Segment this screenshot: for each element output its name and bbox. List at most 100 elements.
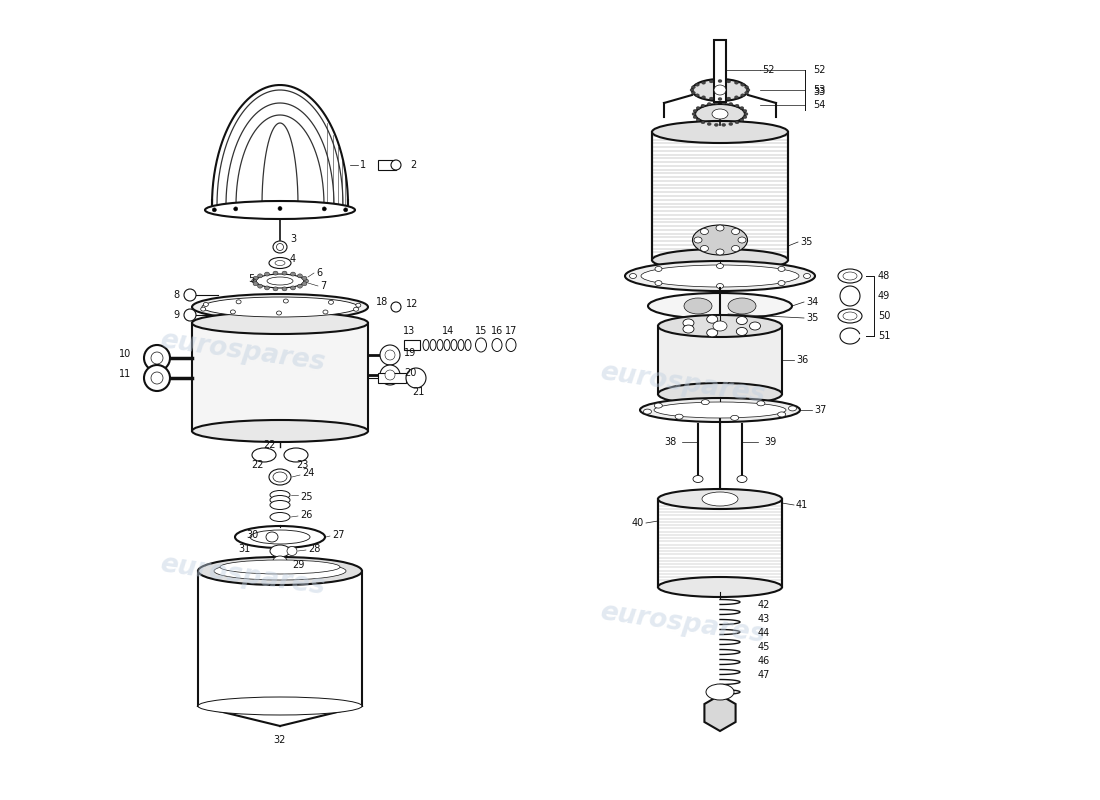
Circle shape (385, 370, 395, 380)
Ellipse shape (204, 302, 208, 306)
Ellipse shape (475, 338, 486, 352)
Circle shape (379, 345, 400, 365)
Text: 30: 30 (246, 530, 258, 540)
Ellipse shape (270, 490, 290, 499)
Ellipse shape (745, 86, 749, 89)
Ellipse shape (444, 339, 450, 350)
Ellipse shape (252, 279, 256, 283)
Ellipse shape (458, 339, 464, 350)
Ellipse shape (738, 237, 746, 243)
Ellipse shape (740, 106, 744, 110)
Text: 8: 8 (173, 290, 179, 300)
Text: 38: 38 (664, 437, 676, 447)
Ellipse shape (658, 577, 782, 597)
Ellipse shape (735, 82, 738, 84)
Ellipse shape (693, 225, 748, 255)
Ellipse shape (757, 401, 764, 406)
Ellipse shape (692, 86, 695, 89)
Ellipse shape (301, 276, 307, 280)
Ellipse shape (696, 118, 700, 122)
Ellipse shape (714, 85, 726, 95)
Ellipse shape (843, 272, 857, 280)
Text: 44: 44 (758, 628, 770, 638)
Ellipse shape (625, 261, 815, 291)
Ellipse shape (727, 80, 730, 83)
Ellipse shape (390, 160, 402, 170)
Text: 5: 5 (248, 274, 254, 284)
Ellipse shape (278, 206, 282, 210)
Ellipse shape (430, 339, 436, 350)
Ellipse shape (728, 298, 756, 314)
Ellipse shape (702, 492, 738, 506)
Bar (714, 40, 726, 102)
Ellipse shape (710, 97, 713, 100)
Ellipse shape (276, 243, 284, 250)
Text: 41: 41 (796, 500, 808, 510)
Ellipse shape (710, 80, 713, 83)
Ellipse shape (198, 557, 362, 585)
Ellipse shape (200, 307, 206, 311)
Text: 3: 3 (290, 234, 296, 244)
Text: 18: 18 (376, 297, 388, 307)
Text: 22: 22 (252, 460, 264, 470)
Ellipse shape (644, 409, 651, 414)
Ellipse shape (641, 265, 799, 287)
Ellipse shape (264, 272, 270, 276)
Text: 10: 10 (119, 349, 131, 359)
Ellipse shape (843, 312, 857, 320)
Ellipse shape (778, 281, 785, 286)
Ellipse shape (212, 208, 217, 212)
Ellipse shape (716, 263, 724, 269)
Ellipse shape (301, 282, 307, 286)
Text: 4: 4 (290, 254, 296, 264)
Ellipse shape (270, 258, 292, 269)
Ellipse shape (323, 310, 328, 314)
Ellipse shape (273, 271, 278, 275)
Ellipse shape (702, 96, 705, 98)
Text: 23: 23 (296, 460, 308, 470)
Text: 15: 15 (475, 326, 487, 336)
Ellipse shape (706, 315, 717, 323)
Ellipse shape (729, 122, 733, 126)
Ellipse shape (270, 513, 290, 522)
Ellipse shape (202, 297, 358, 317)
Ellipse shape (284, 448, 308, 462)
Circle shape (151, 352, 163, 364)
Ellipse shape (695, 104, 745, 124)
Ellipse shape (803, 274, 811, 278)
Ellipse shape (718, 79, 722, 82)
Ellipse shape (273, 556, 287, 566)
Text: eurospares: eurospares (157, 327, 327, 377)
Ellipse shape (701, 246, 708, 251)
Text: 34: 34 (806, 297, 818, 307)
Ellipse shape (716, 283, 724, 289)
Ellipse shape (735, 121, 739, 124)
Text: 12: 12 (406, 299, 418, 309)
Ellipse shape (675, 414, 683, 419)
Bar (378, 373, 406, 383)
Ellipse shape (198, 697, 362, 715)
Text: 49: 49 (878, 291, 890, 301)
Ellipse shape (235, 526, 324, 548)
Text: 14: 14 (442, 326, 454, 336)
Bar (192, 323, 368, 431)
Ellipse shape (322, 207, 327, 211)
Text: eurospares: eurospares (597, 359, 767, 409)
Ellipse shape (282, 271, 287, 275)
Ellipse shape (707, 122, 712, 126)
Text: 6: 6 (316, 268, 322, 278)
Ellipse shape (737, 475, 747, 482)
Text: 9: 9 (173, 310, 179, 320)
Text: 31: 31 (238, 544, 250, 554)
Text: 24: 24 (302, 468, 315, 478)
Ellipse shape (740, 118, 744, 122)
Circle shape (151, 372, 163, 384)
Circle shape (144, 345, 170, 371)
Ellipse shape (654, 403, 662, 408)
Ellipse shape (736, 317, 747, 325)
Ellipse shape (253, 282, 258, 286)
Ellipse shape (706, 329, 717, 337)
Ellipse shape (838, 269, 862, 283)
Ellipse shape (290, 286, 296, 290)
Ellipse shape (749, 322, 760, 330)
